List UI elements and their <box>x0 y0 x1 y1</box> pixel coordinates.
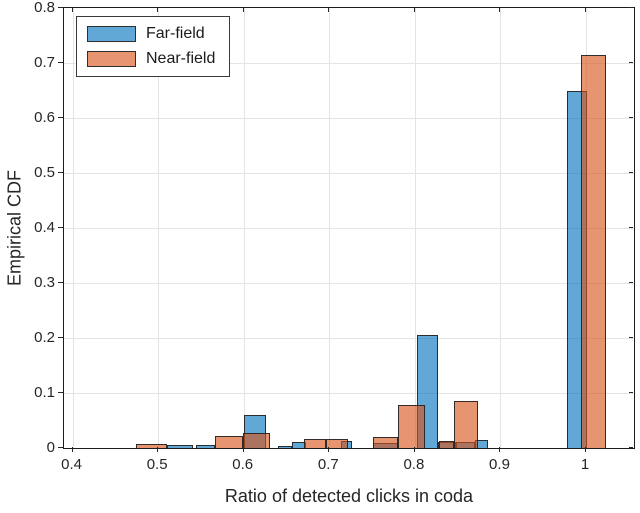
y-tick <box>58 447 63 448</box>
y-gridline <box>64 283 634 284</box>
x-tick-label: 0.6 <box>232 456 254 473</box>
bar-near-field <box>372 437 398 448</box>
y-tick-label: 0.4 <box>34 219 55 236</box>
bar-near-field <box>580 54 606 448</box>
bar-near-field <box>303 439 326 448</box>
bar-near-field <box>454 401 479 448</box>
legend-item-far-field: Far-field <box>87 25 215 43</box>
x-tick-label: 0.7 <box>317 456 339 473</box>
y-tick-label: 0.5 <box>34 164 55 181</box>
y-gridline <box>64 63 634 64</box>
x-tick-label: 0.5 <box>146 456 168 473</box>
x-tick-inner-top <box>413 8 415 12</box>
far-field-swatch <box>87 26 136 42</box>
y-tick-inner-right <box>629 447 633 448</box>
legend-label-far-field: Far-field <box>146 25 205 42</box>
y-gridline <box>64 118 634 119</box>
y-tick-label: 0.8 <box>34 0 55 16</box>
y-tick-label: 0 <box>46 439 55 456</box>
y-tick <box>58 282 63 283</box>
bar-near-field <box>397 405 426 448</box>
x-tick-label: 1 <box>580 456 590 473</box>
x-tick-inner-top <box>585 8 587 12</box>
y-gridline <box>64 228 634 229</box>
y-tick <box>58 62 63 63</box>
x-tick-label: 0.9 <box>489 456 510 473</box>
y-tick-inner-right <box>629 117 633 118</box>
y-tick <box>58 172 63 173</box>
bar-near-field <box>135 443 167 448</box>
x-tick-inner-top <box>242 8 244 12</box>
bar-near-field <box>325 439 349 448</box>
x-tick <box>499 447 501 452</box>
bar-far-field <box>166 445 194 448</box>
y-tick <box>58 7 63 8</box>
y-tick-label: 0.3 <box>34 274 55 291</box>
x-tick <box>328 447 330 452</box>
bar-near-field <box>242 432 271 448</box>
y-tick-label: 0.6 <box>34 109 55 126</box>
y-tick-inner-right <box>629 227 633 228</box>
y-tick-inner-right <box>629 62 633 63</box>
y-tick-inner-right <box>629 392 633 393</box>
x-tick-inner-top <box>157 8 159 12</box>
y-tick-inner-right <box>629 172 633 173</box>
y-tick <box>58 337 63 338</box>
x-axis-label: Ratio of detected clicks in coda <box>224 486 474 506</box>
bar-far-field <box>277 445 292 448</box>
near-field-swatch <box>87 51 136 67</box>
y-gridline <box>64 338 634 339</box>
x-tick-label: 0.4 <box>61 456 82 473</box>
bar-near-field <box>438 441 455 448</box>
y-gridline <box>64 173 634 174</box>
plot-area <box>63 7 635 449</box>
bar-far-field <box>195 445 216 448</box>
x-tick-label: 0.8 <box>403 456 425 473</box>
x-tick-inner-top <box>71 8 73 12</box>
y-tick-label: 0.1 <box>34 384 55 401</box>
legend-label-near-field: Near-field <box>146 50 216 67</box>
x-tick <box>585 447 587 452</box>
y-tick <box>58 117 63 118</box>
y-tick-label: 0.2 <box>34 329 55 346</box>
legend: Far-field Near-field <box>76 16 231 77</box>
y-tick-inner-right <box>629 7 633 8</box>
y-gridline <box>64 393 634 394</box>
x-tick <box>157 447 159 452</box>
legend-item-near-field: Near-field <box>87 50 215 68</box>
y-tick-label: 0.7 <box>34 54 55 71</box>
y-tick-inner-right <box>629 282 633 283</box>
bar-near-field <box>215 436 243 448</box>
x-tick-inner-top <box>499 8 501 12</box>
x-tick <box>71 447 73 452</box>
y-tick <box>58 227 63 228</box>
y-tick <box>58 392 63 393</box>
x-tick <box>413 447 415 452</box>
x-tick <box>242 447 244 452</box>
x-tick-inner-top <box>328 8 330 12</box>
y-tick-inner-right <box>629 337 633 338</box>
